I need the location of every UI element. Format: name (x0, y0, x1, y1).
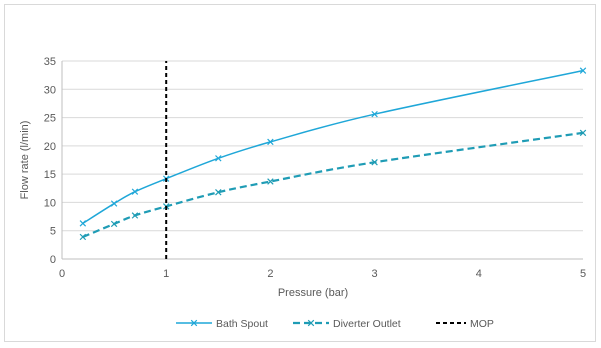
x-tick-5: 5 (580, 268, 586, 280)
point-diverter-outlet-6 (371, 159, 378, 166)
point-bath-spout-6 (371, 110, 378, 118)
y-tick-5: 5 (50, 226, 56, 238)
series-line-diverter-outlet (82, 131, 584, 238)
chart-frame: 0 5 10 15 20 25 30 35 0 1 2 3 4 5 Pressure (bar) Flo… (4, 4, 596, 342)
y-axis-title: Flow rate (l/min) (19, 121, 31, 200)
y-tick-0: 0 (50, 254, 56, 266)
point-bath-spout-1 (110, 200, 118, 207)
point-bath-spout-7 (579, 67, 587, 74)
y-tick-25: 25 (44, 113, 56, 125)
point-bath-spout-0 (79, 220, 87, 227)
legend-marker-bath-spout (190, 319, 198, 327)
axes (61, 61, 583, 260)
series-group (79, 61, 587, 259)
point-diverter-outlet-4 (215, 189, 222, 196)
y-tick-35: 35 (44, 56, 56, 68)
x-tick-labels: 0 1 2 3 4 5 (59, 268, 586, 280)
x-tick-0: 0 (59, 268, 65, 280)
y-tick-15: 15 (44, 169, 56, 181)
point-diverter-outlet-2 (131, 212, 139, 219)
x-tick-4: 4 (476, 268, 482, 280)
y-tick-20: 20 (44, 141, 56, 153)
y-tick-10: 10 (44, 197, 56, 209)
y-tick-labels: 0 5 10 15 20 25 30 35 (44, 56, 56, 266)
point-bath-spout-5 (267, 138, 274, 146)
legend-label-bath-spout: Bath Spout (216, 318, 268, 330)
point-diverter-outlet-1 (110, 220, 118, 228)
legend-label-diverter-outlet: Diverter Outlet (333, 318, 401, 330)
point-diverter-outlet-7 (579, 129, 587, 137)
legend-marker-diverter-outlet (307, 319, 315, 327)
y-tick-30: 30 (44, 84, 56, 96)
gridlines (62, 60, 583, 232)
point-bath-spout-4 (215, 155, 222, 162)
legend: Bath Spout Diverter Outlet MOP (176, 318, 494, 330)
x-axis-title: Pressure (bar) (278, 287, 348, 299)
x-tick-1: 1 (163, 268, 169, 280)
point-bath-spout-2 (131, 188, 139, 195)
x-tick-3: 3 (372, 268, 378, 280)
point-diverter-outlet-0 (79, 233, 87, 241)
flow-rate-chart: 0 5 10 15 20 25 30 35 0 1 2 3 4 5 Pressure (bar) Flo… (19, 56, 587, 330)
legend-label-mop: MOP (470, 318, 494, 330)
series-line-bath-spout (82, 69, 584, 224)
point-diverter-outlet-5 (267, 178, 274, 185)
x-tick-2: 2 (267, 268, 273, 280)
